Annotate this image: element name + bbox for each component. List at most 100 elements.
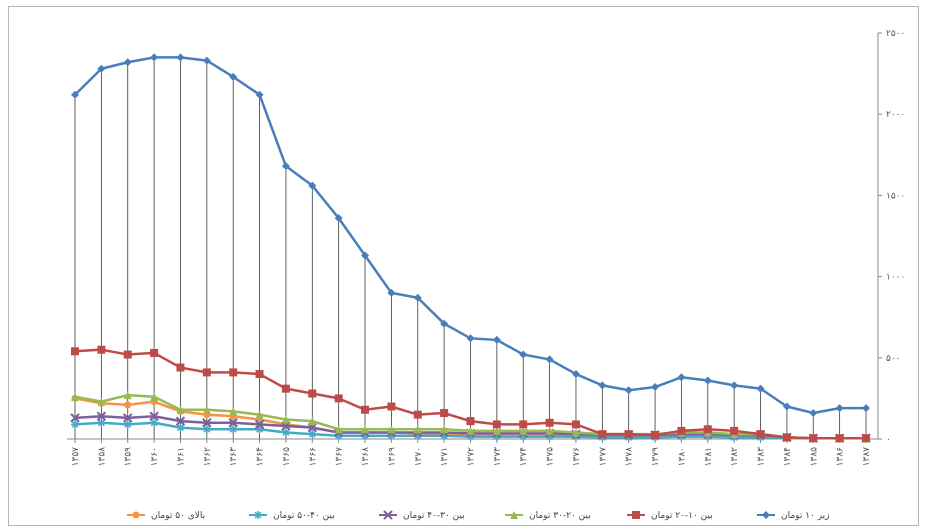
drop-lines — [74, 57, 867, 439]
y-axis-ticks: ۲۵۰۰ ۲۰۰۰ ۱۵۰۰ ۱۰۰۰ ۵۰۰ ۰ — [878, 29, 905, 445]
data-point — [492, 426, 501, 435]
y-tick-label: ۵۰۰ — [886, 354, 901, 364]
x-tick-label: ۱۳۸۴ — [783, 447, 793, 467]
legend-label: بین ۲۰-۳۰ تومان — [529, 511, 591, 521]
data-point — [413, 293, 422, 302]
y-tick-label: ۱۰۰۰ — [886, 273, 905, 283]
x-tick-label: ۱۳۶۶ — [308, 447, 318, 467]
x-tick-label: ۱۳۷۵ — [546, 447, 556, 467]
y-tick-label: ۲۰۰۰ — [886, 110, 905, 120]
data-point — [255, 425, 264, 434]
data-point — [809, 409, 818, 418]
data-point — [334, 394, 343, 403]
x-tick-label: ۱۳۵۷ — [71, 447, 81, 467]
x-tick-label: ۱۳۷۸ — [625, 447, 635, 467]
data-point — [762, 511, 770, 519]
x-tick-label: ۱۳۶۸ — [361, 447, 371, 467]
data-point — [202, 418, 212, 428]
x-tick-label: ۱۳۸۶ — [836, 447, 846, 467]
chart-frame: ۲۵۰۰ ۲۰۰۰ ۱۵۰۰ ۱۰۰۰ ۵۰۰ ۰ ۱۳۵۷ ۱۳۵۸ ۱۳۵۹ ۱۳۶۰ ۱۳۶… — [8, 6, 919, 526]
data-point — [545, 426, 554, 435]
data-point — [229, 368, 238, 377]
x-tick-label: ۱۳۸۷ — [862, 447, 872, 467]
data-point — [835, 434, 844, 443]
data-point — [598, 381, 607, 390]
data-point — [229, 425, 238, 434]
data-point — [96, 411, 107, 421]
data-point — [70, 413, 80, 423]
data-point — [413, 431, 422, 440]
legend-item: بین ۲۰-۳۰ تومان — [505, 511, 591, 521]
data-point — [361, 251, 370, 260]
legend-item: زیر ۱۰ تومان — [757, 511, 830, 521]
data-point — [466, 334, 475, 343]
data-point — [730, 426, 739, 435]
data-point — [176, 423, 185, 432]
data-point — [281, 384, 290, 393]
data-point — [703, 432, 712, 441]
data-point — [466, 426, 475, 435]
x-axis-ticks: ۱۳۵۷ ۱۳۵۸ ۱۳۵۹ ۱۳۶۰ ۱۳۶۱ ۱۳۶۲ ۱۳۶۳ ۱۳۶۴ ۱۳۶۵ ۱۳۶۶… — [71, 439, 872, 466]
data-point — [308, 181, 317, 190]
data-point — [123, 391, 132, 400]
legend-item: بین ۴۰-۵۰ تومان — [249, 511, 335, 521]
data-point — [308, 417, 317, 426]
data-point — [229, 72, 238, 81]
legend-label: بین ۴۰-۵۰ تومان — [273, 511, 335, 521]
x-tick-label: ۱۳۶۴ — [256, 447, 266, 467]
data-point — [756, 430, 765, 439]
x-tick-label: ۱۳۷۲ — [467, 447, 477, 467]
x-tick-label: ۱۳۶۱ — [176, 447, 186, 466]
data-point — [571, 432, 580, 441]
data-point — [361, 425, 370, 434]
data-point — [281, 428, 290, 437]
data-point — [492, 432, 501, 441]
data-point — [229, 407, 238, 416]
x-tick-label: ۱۳۷۶ — [572, 447, 582, 467]
data-point — [124, 401, 132, 409]
data-point — [281, 415, 290, 424]
data-point — [835, 404, 844, 413]
x-tick-label: ۱۳۸۵ — [809, 447, 819, 467]
series-1 — [71, 345, 870, 443]
x-tick-label: ۱۳۷۹ — [651, 447, 661, 467]
data-point — [308, 430, 317, 439]
data-point — [150, 392, 159, 401]
x-tick-label: ۱۳۷۱ — [440, 447, 450, 466]
data-point — [466, 432, 475, 441]
data-point — [202, 56, 211, 65]
x-tick-label: ۱۳۸۲ — [730, 447, 740, 467]
x-tick-label: ۱۳۸۰ — [677, 447, 687, 466]
data-point — [123, 420, 132, 429]
data-point — [387, 425, 396, 434]
legend-label: بین ۱۰-۲۰ تومان — [651, 511, 713, 521]
data-point — [71, 392, 79, 401]
data-point — [71, 420, 79, 429]
data-point — [175, 416, 186, 426]
data-point — [97, 418, 106, 427]
data-point — [334, 214, 343, 223]
data-point — [387, 288, 396, 297]
data-point — [123, 58, 132, 67]
data-point — [624, 430, 633, 439]
data-point — [123, 350, 132, 359]
data-point — [150, 348, 159, 357]
data-point — [782, 433, 791, 442]
data-point — [361, 431, 370, 440]
x-tick-label: ۱۳۶۵ — [282, 447, 292, 467]
data-point — [202, 425, 211, 434]
data-point — [440, 409, 449, 418]
data-point — [413, 425, 422, 434]
data-point — [492, 420, 501, 429]
data-point — [466, 417, 475, 426]
data-point — [598, 430, 607, 439]
data-point — [387, 402, 396, 411]
series-0 — [71, 53, 870, 418]
data-point — [703, 425, 712, 434]
data-point — [361, 405, 370, 414]
x-tick-label: ۱۳۵۹ — [124, 447, 134, 467]
y-tick-label: ۰ — [886, 435, 891, 445]
data-point — [519, 420, 528, 429]
data-point — [545, 355, 554, 364]
x-tick-label: ۱۳۶۲ — [203, 447, 213, 467]
